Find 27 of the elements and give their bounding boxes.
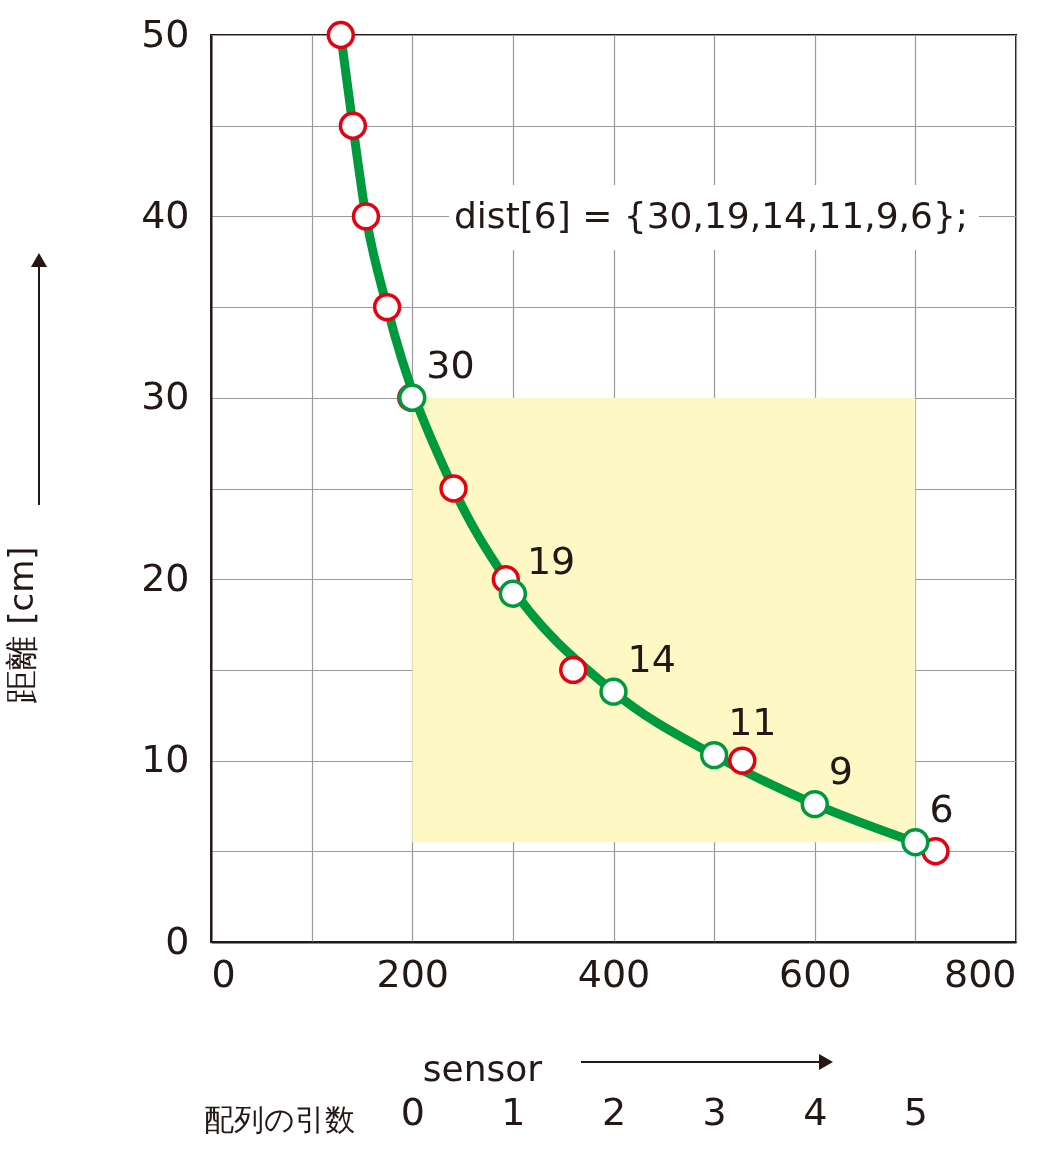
annotation: 19 — [526, 538, 576, 583]
annotation: dist[6] = {30,19,14,11,9,6}; — [454, 195, 968, 236]
x-tick-label: 200 — [376, 951, 450, 996]
y-tick-label: 20 — [141, 555, 190, 600]
annotation: 11 — [728, 700, 777, 745]
x2-tick-label: 2 — [601, 1089, 627, 1134]
y-tick-label: 50 — [141, 11, 190, 56]
x2-tick-label: 5 — [903, 1089, 928, 1134]
x-tick-label: 0 — [211, 951, 236, 996]
x-tick-label: 600 — [778, 951, 852, 996]
x-tick-label: 400 — [577, 951, 651, 996]
y-tick-label: 0 — [165, 918, 190, 963]
y-tick-label: 10 — [141, 737, 190, 782]
y-tick-label: 40 — [141, 192, 190, 237]
y-tick-label: 30 — [141, 374, 190, 419]
annotation: 14 — [627, 636, 676, 681]
annotation: 9 — [828, 749, 853, 794]
x2-tick-label: 0 — [400, 1089, 425, 1134]
annotation: 30 — [426, 342, 475, 387]
x-axis-title: sensor — [422, 1047, 543, 1089]
x2-tick-label: 3 — [702, 1089, 727, 1134]
x2-tick-label: 1 — [501, 1089, 526, 1134]
annotation: 6 — [929, 787, 954, 832]
x2-axis-title: 配列の引数 — [203, 1101, 355, 1137]
x2-tick-label: 4 — [803, 1089, 828, 1134]
y-axis-title: 距離 [cm] — [0, 546, 41, 704]
x-tick-label: 800 — [943, 951, 1017, 996]
